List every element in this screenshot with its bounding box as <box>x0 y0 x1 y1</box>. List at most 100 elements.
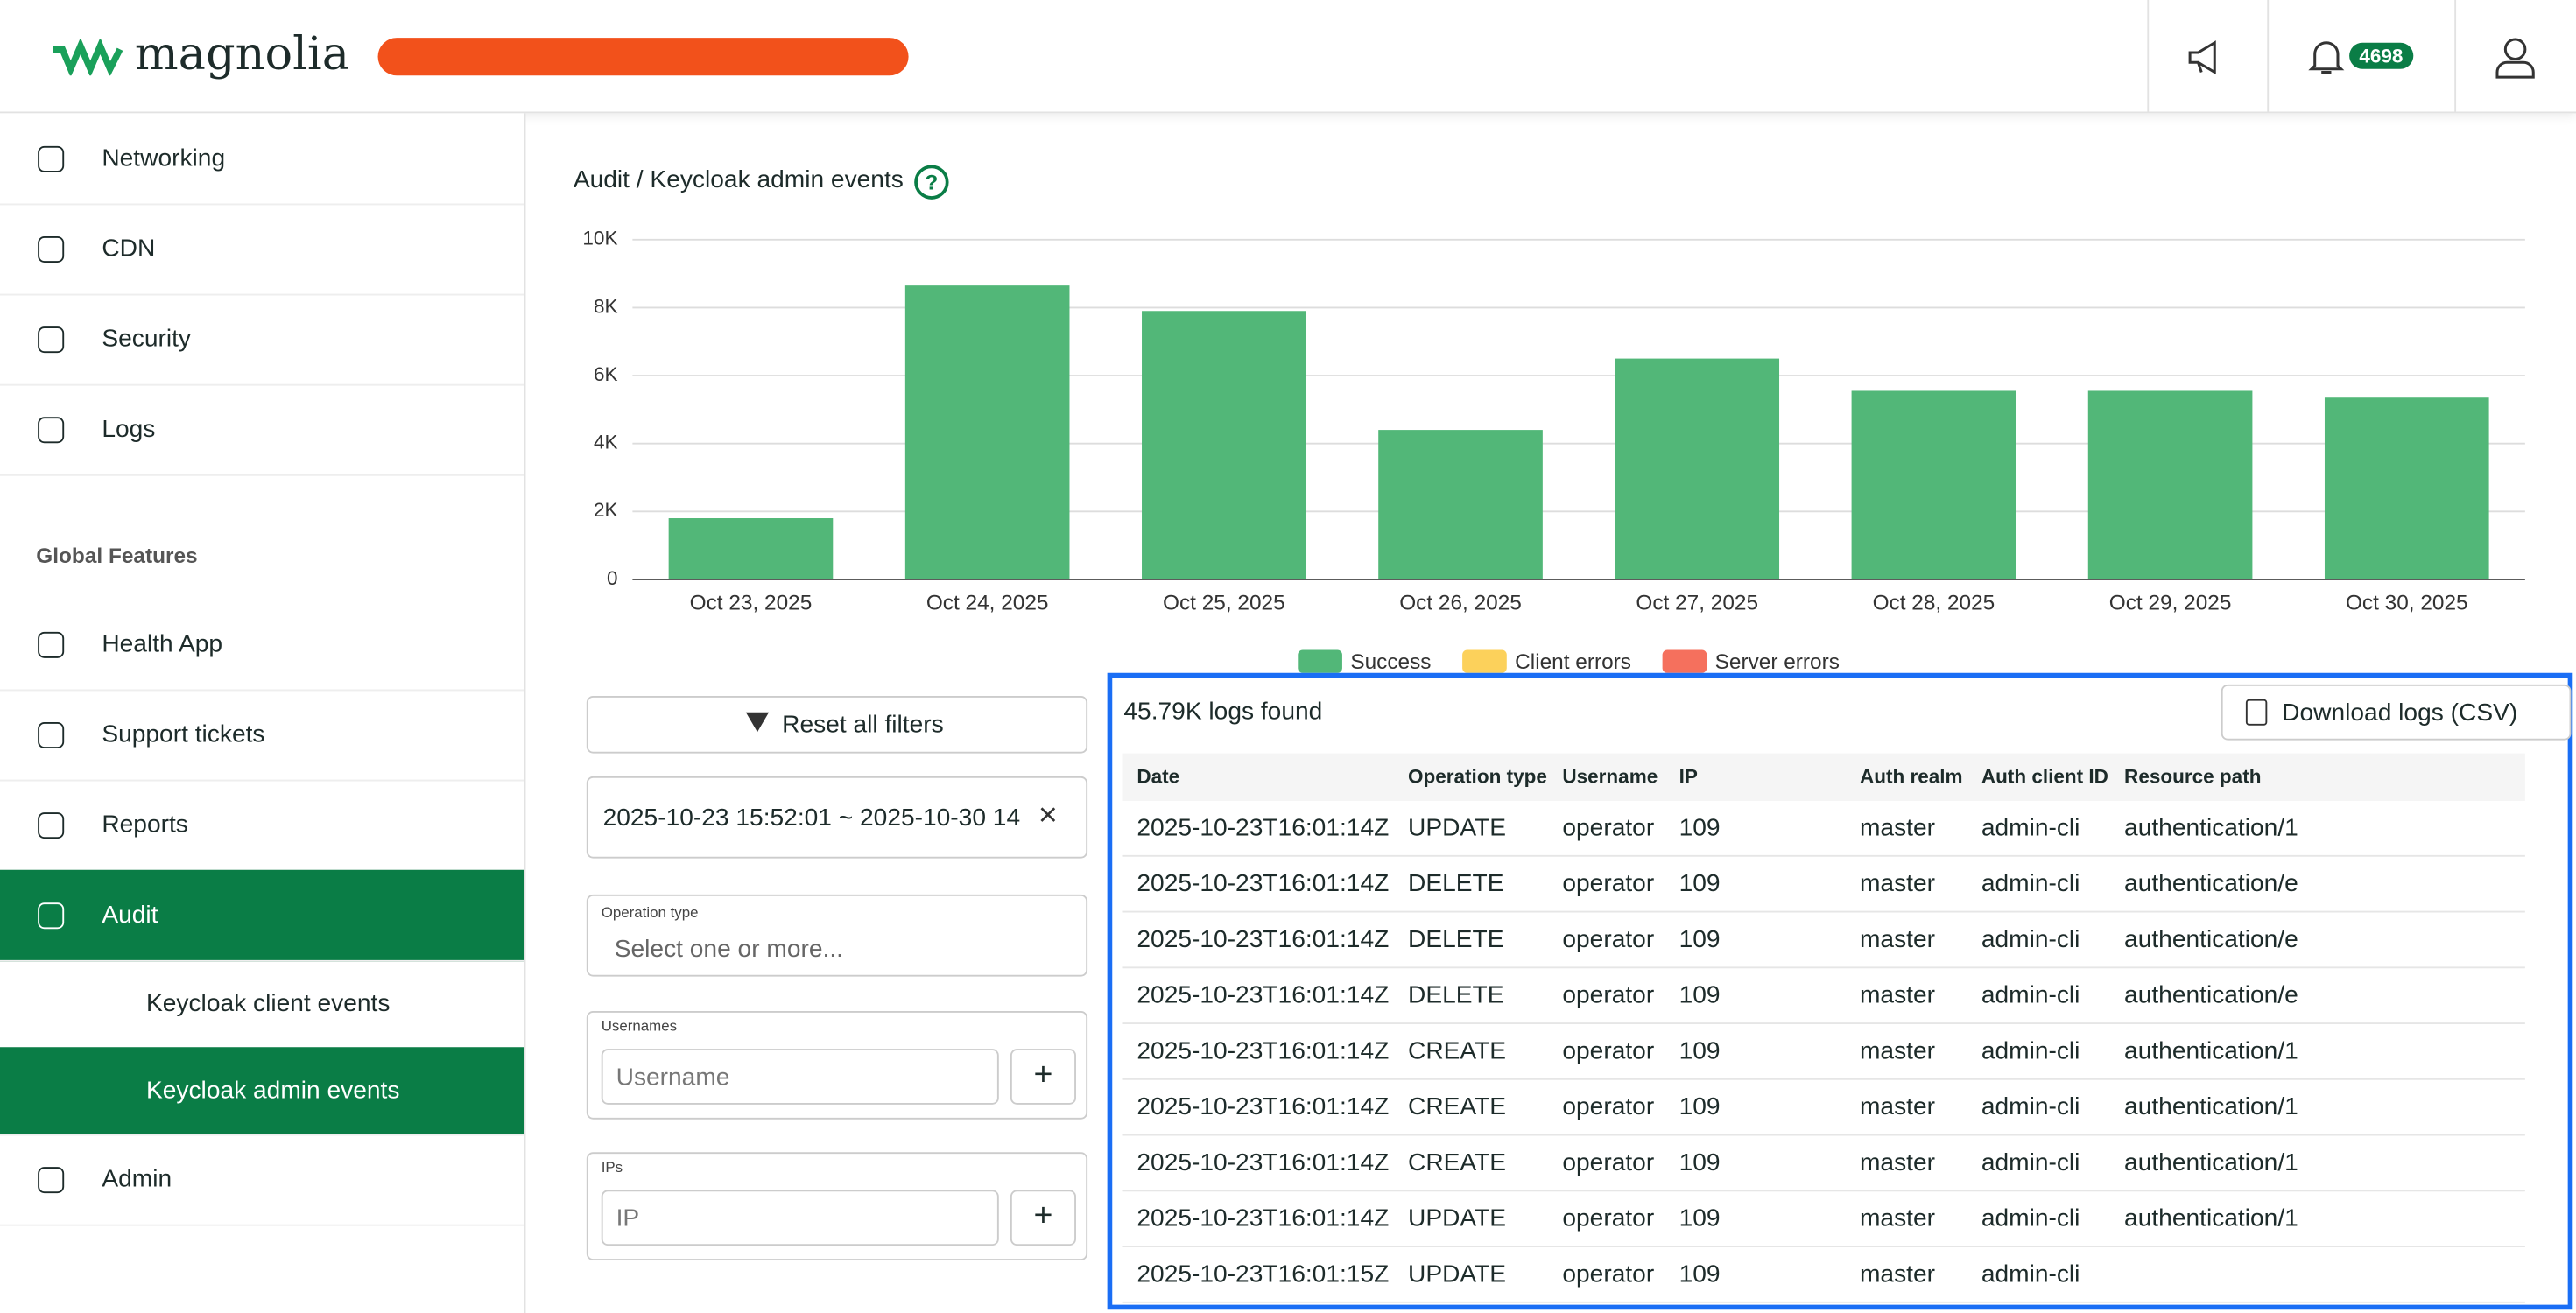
table-cell: authentication/1 <box>2124 1204 2298 1233</box>
header: magnolia 4698 <box>0 0 2576 114</box>
filter-icon <box>745 712 770 733</box>
table-cell: admin-cli <box>1981 981 2080 1010</box>
nav-item[interactable]: Networking <box>0 113 524 206</box>
reset-filters-button[interactable]: Reset all filters <box>586 696 1088 754</box>
table-cell: 109 <box>1679 814 1721 842</box>
x-tick-label: Oct 25, 2025 <box>1163 591 1285 614</box>
nav-label: Keycloak admin events <box>145 1076 400 1104</box>
table-cell: operator <box>1562 869 1655 898</box>
nav-icon <box>38 416 65 443</box>
table-cell: 2025-10-23T16:01:14Z <box>1137 814 1390 842</box>
y-tick-label: 6K <box>594 363 618 385</box>
table-cell: authentication/1 <box>2124 1037 2298 1065</box>
y-tick-label: 10K <box>582 228 617 249</box>
column-header: IP <box>1679 764 1698 788</box>
table-cell: DELETE <box>1407 981 1504 1010</box>
row-divider <box>1122 854 2525 857</box>
date-range-field[interactable]: 2025-10-23 15:52:01 ~ 2025-10-30 14 × <box>586 776 1088 859</box>
table-cell: operator <box>1562 1148 1655 1177</box>
nav-item[interactable]: Health App <box>0 599 524 692</box>
table-cell: master <box>1859 1204 1935 1233</box>
svg-text:?: ? <box>925 171 938 194</box>
row-divider <box>1122 966 2525 969</box>
table-cell: operator <box>1562 1260 1655 1288</box>
add-button[interactable]: + <box>1010 1190 1076 1246</box>
nav-item[interactable]: Admin <box>0 1134 524 1226</box>
clear-icon: × <box>1038 797 1058 834</box>
nav-item[interactable]: Reports <box>0 780 524 872</box>
account-icon[interactable] <box>2494 36 2537 79</box>
download-button[interactable]: Download logs (CSV) <box>2221 684 2572 741</box>
nav-label: CDN <box>102 234 156 263</box>
field-label: Usernames <box>601 1017 678 1035</box>
table-cell: operator <box>1562 1204 1655 1233</box>
operation-type-field[interactable]: Operation type Select one or more... <box>586 894 1088 977</box>
nav-label: Keycloak client events <box>145 988 391 1017</box>
table-cell: authentication/e <box>2124 981 2298 1010</box>
table-cell: 2025-10-23T16:01:14Z <box>1137 869 1390 898</box>
nav-icon <box>38 326 65 353</box>
nav-label: Admin <box>102 1164 172 1193</box>
column-header: Resource path <box>2124 764 2262 788</box>
nav-label: Support tickets <box>102 720 265 748</box>
logs-panel <box>1107 672 2573 1310</box>
announcements-icon[interactable] <box>2186 39 2229 75</box>
bar <box>1615 358 1780 579</box>
table-cell: authentication/1 <box>2124 1092 2298 1121</box>
table-cell: CREATE <box>1407 1037 1507 1065</box>
table-cell: 2025-10-23T16:01:14Z <box>1137 925 1390 954</box>
logo-mark <box>53 39 123 76</box>
table-cell: admin-cli <box>1981 1037 2080 1065</box>
table-cell: master <box>1859 1148 1935 1177</box>
column-header: Auth realm <box>1859 764 1963 788</box>
nav-item[interactable]: Support tickets <box>0 690 524 782</box>
nav-item[interactable]: Keycloak admin events <box>0 1047 524 1136</box>
date-range: 2025-10-23 15:52:01 ~ 2025-10-30 14 <box>602 804 1021 832</box>
legend-label: Success <box>1350 650 1431 674</box>
nav-label: Health App <box>102 629 223 657</box>
x-tick-label: Oct 26, 2025 <box>1399 591 1522 614</box>
bar <box>668 518 834 579</box>
help-icon[interactable]: ? <box>913 165 949 200</box>
nav-icon <box>38 630 65 657</box>
button-label: Reset all filters <box>782 710 944 739</box>
table-cell: DELETE <box>1407 869 1504 898</box>
nav-item[interactable]: Security <box>0 294 524 386</box>
bar <box>1142 311 1306 579</box>
table-cell: master <box>1859 869 1935 898</box>
table-cell: 2025-10-23T16:01:14Z <box>1137 1148 1390 1177</box>
table-cell: authentication/1 <box>2124 814 2298 842</box>
text-input[interactable]: Username <box>601 1049 999 1105</box>
table-cell: 109 <box>1679 1037 1721 1065</box>
table-cell: UPDATE <box>1407 814 1507 842</box>
table-cell: admin-cli <box>1981 1204 2080 1233</box>
table-cell: master <box>1859 925 1935 954</box>
y-tick-label: 4K <box>594 432 618 453</box>
table-cell: CREATE <box>1407 1092 1507 1121</box>
notifications-icon[interactable] <box>2308 38 2345 77</box>
column-header: Username <box>1562 764 1658 788</box>
text-input[interactable]: IP <box>601 1190 999 1246</box>
nav-item[interactable]: Logs <box>0 384 524 476</box>
column-header: Date <box>1137 764 1180 788</box>
row-divider <box>1122 1301 2525 1303</box>
divider <box>2267 0 2270 112</box>
placeholder: IP <box>616 1204 640 1233</box>
table-cell: 109 <box>1679 869 1721 898</box>
project-selector[interactable] <box>377 38 909 76</box>
nav-label: Audit <box>102 900 158 929</box>
nav-item[interactable]: CDN <box>0 204 524 296</box>
table-cell: operator <box>1562 1092 1655 1121</box>
nav-item[interactable]: Audit <box>0 869 524 962</box>
table-cell: master <box>1859 1092 1935 1121</box>
logo-text: magnolia <box>134 26 350 81</box>
x-tick-label: Oct 27, 2025 <box>1636 591 1758 614</box>
add-button[interactable]: + <box>1010 1049 1076 1105</box>
nav-item[interactable]: Keycloak client events <box>0 960 524 1050</box>
y-tick-label: 8K <box>594 295 618 317</box>
row-divider <box>1122 1022 2525 1024</box>
table-cell: admin-cli <box>1981 1148 2080 1177</box>
row-divider <box>1122 1078 2525 1080</box>
bar <box>1378 430 1543 579</box>
